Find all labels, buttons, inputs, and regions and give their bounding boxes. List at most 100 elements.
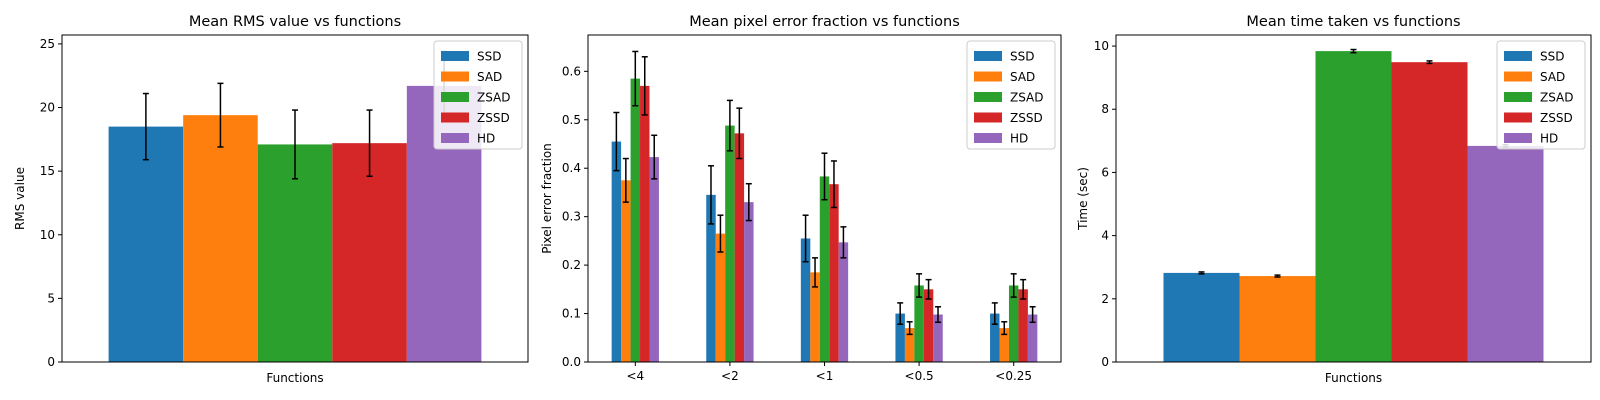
y-tick-label: 2 <box>1101 292 1109 306</box>
legend-swatch-hd <box>974 133 1002 143</box>
y-tick-label: 8 <box>1101 102 1109 116</box>
legend-label-hd: HD <box>1540 132 1558 146</box>
bar-zsad-1 <box>257 144 333 362</box>
bar-sad-4 <box>904 328 915 362</box>
bar-hd-5 <box>1027 314 1038 362</box>
y-tick-label: 0.4 <box>562 161 581 175</box>
error-bar-hd-4 <box>935 306 942 324</box>
error-bar-sad-4 <box>906 321 913 336</box>
error-bar-ssd-5 <box>991 302 998 325</box>
error-bar-ssd-2 <box>707 165 714 225</box>
legend-swatch-zsad <box>441 92 469 102</box>
axes-frame <box>1115 34 1592 363</box>
error-bar-ssd-4 <box>897 302 904 325</box>
legend-swatch-ssd <box>1504 51 1532 61</box>
bar-hd-4 <box>933 314 943 362</box>
bar-zsad-3 <box>819 176 830 362</box>
legend-label-zsad: ZSAD <box>477 91 511 105</box>
y-tick-label: 6 <box>1101 165 1109 179</box>
bar-sad-5 <box>999 328 1009 362</box>
error-bar-zssd-3 <box>830 160 837 209</box>
bar-zssd-4 <box>923 289 934 362</box>
x-tick-label: <0.25 <box>995 369 1032 383</box>
legend-label-ssd: SSD <box>477 50 501 64</box>
error-bar-zsad-5 <box>1010 273 1017 298</box>
y-tick-label: 4 <box>1101 229 1109 243</box>
legend-label-zssd: ZSSD <box>1010 111 1043 125</box>
legend-label-sad: SAD <box>477 70 502 84</box>
error-bar-ssd-1 <box>1198 271 1205 275</box>
error-bar-zssd-5 <box>1020 278 1027 300</box>
legend-label-hd: HD <box>1010 132 1028 146</box>
bar-zssd-1 <box>640 85 650 363</box>
chart-title: Mean pixel error fraction vs functions <box>689 14 960 30</box>
bar-sad-1 <box>621 180 631 362</box>
error-bar-zsad-1 <box>632 50 639 107</box>
error-bar-hd-3 <box>840 226 847 259</box>
y-tick-label: 0 <box>1101 355 1109 369</box>
x-axis-label: Functions <box>1325 371 1382 385</box>
legend-label-ssd: SSD <box>1010 50 1034 64</box>
x-tick-label: <4 <box>626 369 644 383</box>
y-tick-label: 10 <box>1094 39 1109 53</box>
legend-swatch-zssd <box>441 112 469 123</box>
y-tick-label: 15 <box>40 164 55 178</box>
error-bar-zsad-4 <box>916 273 923 298</box>
legend-label-sad: SAD <box>1010 70 1035 84</box>
error-bar-ssd-1 <box>613 111 620 172</box>
y-tick-label: 5 <box>47 291 55 305</box>
y-tick-label: 0.3 <box>562 210 581 224</box>
bar-zssd-3 <box>829 184 839 362</box>
y-axis-label: Pixel error fraction <box>540 143 554 254</box>
bar-zsad-1 <box>630 78 641 362</box>
legend: SSD SAD ZSAD ZSSD HD <box>433 40 523 150</box>
bar-ssd-1 <box>108 126 184 362</box>
error-bar-sad-3 <box>812 257 819 288</box>
bar-sad-3 <box>810 272 820 362</box>
bar-ssd-5 <box>990 313 1000 362</box>
legend: SSD SAD ZSAD ZSSD HD <box>966 40 1056 150</box>
chart-3: 0 2 4 6 8 10 Mean time taken vs functions Funct… <box>1076 14 1592 385</box>
y-axis-label: Time (sec) <box>1076 167 1090 231</box>
legend-swatch-ssd <box>441 51 469 61</box>
legend-label-zsad: ZSAD <box>1010 91 1044 105</box>
legend-label-zssd: ZSSD <box>1540 111 1573 125</box>
bar-ssd-3 <box>800 238 811 362</box>
bar-sad-1 <box>1239 276 1316 362</box>
y-axis-label: RMS value <box>13 167 27 230</box>
y-tick-label: 0.2 <box>562 258 581 272</box>
bar-sad-1 <box>183 115 258 362</box>
bar-sad-2 <box>715 233 726 362</box>
y-tick-label: 10 <box>40 228 55 242</box>
error-bar-zssd-1 <box>366 109 373 177</box>
legend: SSD SAD ZSAD ZSSD HD <box>1496 40 1586 150</box>
bar-zssd-1 <box>1391 62 1468 363</box>
legend-swatch-sad <box>441 71 469 82</box>
chart-2: 0.0 0.1 0.2 0.3 0.4 0.5 0.6 <4 <2 <1 <0.5 <0.25 Mean… <box>540 14 1062 383</box>
bar-hd-1 <box>1467 145 1544 362</box>
x-tick-label: <2 <box>721 369 739 383</box>
legend-swatch-zssd <box>1504 112 1532 123</box>
legend-label-sad: SAD <box>1540 70 1565 84</box>
legend-swatch-sad <box>1504 71 1532 82</box>
y-tick-label: 0 <box>47 355 55 369</box>
bar-zsad-5 <box>1008 285 1019 362</box>
error-bar-zsad-1 <box>292 109 298 180</box>
bar-ssd-1 <box>1163 272 1240 362</box>
error-bar-hd-2 <box>745 182 752 222</box>
x-tick-label: <1 <box>816 369 834 383</box>
legend-swatch-ssd <box>974 51 1002 61</box>
legend-label-hd: HD <box>477 132 495 146</box>
y-tick-label: 20 <box>40 101 55 115</box>
y-tick-label: 0.1 <box>562 307 581 321</box>
bar-zssd-1 <box>332 143 407 362</box>
y-tick-label: 25 <box>40 37 55 51</box>
bar-zssd-5 <box>1018 289 1028 362</box>
error-bar-sad-5 <box>1001 321 1008 336</box>
error-bar-hd-1 <box>651 134 658 180</box>
bar-hd-1 <box>649 157 659 362</box>
error-bar-ssd-3 <box>802 214 809 263</box>
error-bar-sad-1 <box>622 157 629 203</box>
error-bar-zsad-3 <box>821 152 828 201</box>
